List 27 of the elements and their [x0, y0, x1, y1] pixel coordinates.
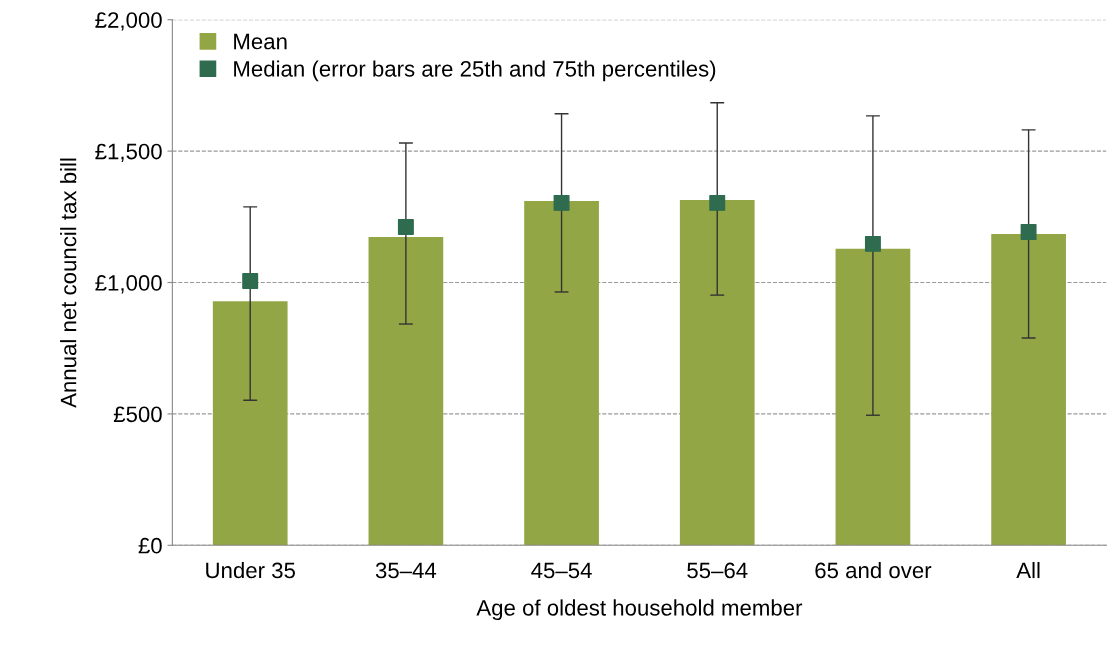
x-tick-label: All: [1016, 561, 1040, 579]
y-tick-label: £0: [138, 537, 162, 554]
y-tick-label: £1,000: [95, 275, 162, 294]
x-tick-label: 35–44: [375, 562, 437, 579]
y-tick-label: £1,500: [95, 143, 162, 163]
x-tick-label: 65 and over: [815, 561, 932, 579]
x-tick-label: 55–64: [687, 562, 748, 579]
bar: [368, 237, 444, 546]
point: [864, 235, 881, 252]
bar: [679, 199, 755, 546]
legend-label: Mean: [234, 33, 287, 50]
y-tick-label: £2,000: [95, 12, 162, 31]
bar: [835, 248, 911, 546]
y-tick-label: £500: [113, 406, 162, 423]
legend-label: Median (error bars are 25th and 75th percentiles): [234, 60, 716, 82]
x-axis-title: Age of oldest household member: [476, 599, 803, 621]
point: [397, 219, 414, 236]
point: [553, 194, 570, 211]
point: [242, 272, 259, 289]
y-axis-title: Annual net council tax bill: [60, 158, 77, 408]
bar: [212, 301, 288, 546]
point: [709, 194, 726, 211]
bar: [524, 201, 599, 546]
x-tick-label: 45–54: [531, 562, 592, 579]
bar: [991, 233, 1066, 546]
point: [1020, 224, 1037, 241]
x-tick-label: Under 35: [206, 561, 295, 579]
